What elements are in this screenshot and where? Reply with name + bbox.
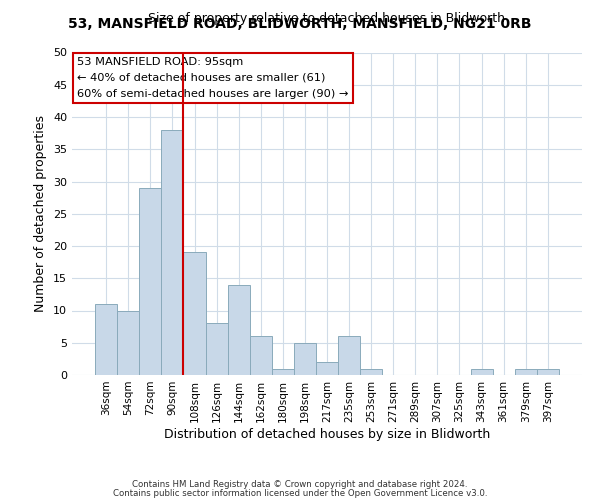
Text: Contains public sector information licensed under the Open Government Licence v3: Contains public sector information licen… (113, 488, 487, 498)
Text: 53 MANSFIELD ROAD: 95sqm
← 40% of detached houses are smaller (61)
60% of semi-d: 53 MANSFIELD ROAD: 95sqm ← 40% of detach… (77, 58, 349, 98)
Bar (294, 343, 316, 375)
Bar (537, 368, 559, 375)
Text: 53, MANSFIELD ROAD, BLIDWORTH, MANSFIELD, NG21 0RB: 53, MANSFIELD ROAD, BLIDWORTH, MANSFIELD… (68, 18, 532, 32)
Bar (250, 336, 272, 375)
Title: Size of property relative to detached houses in Blidworth: Size of property relative to detached ho… (149, 12, 505, 25)
Bar (227, 284, 250, 375)
Bar (184, 252, 206, 375)
Y-axis label: Number of detached properties: Number of detached properties (34, 116, 47, 312)
Bar (470, 368, 493, 375)
Bar (206, 324, 227, 375)
Bar (161, 130, 184, 375)
Bar (117, 310, 139, 375)
Bar (272, 368, 294, 375)
Bar (316, 362, 338, 375)
Bar (139, 188, 161, 375)
Bar (360, 368, 382, 375)
X-axis label: Distribution of detached houses by size in Blidworth: Distribution of detached houses by size … (164, 428, 490, 440)
Bar (515, 368, 537, 375)
Bar (338, 336, 360, 375)
Text: Contains HM Land Registry data © Crown copyright and database right 2024.: Contains HM Land Registry data © Crown c… (132, 480, 468, 489)
Bar (95, 304, 117, 375)
